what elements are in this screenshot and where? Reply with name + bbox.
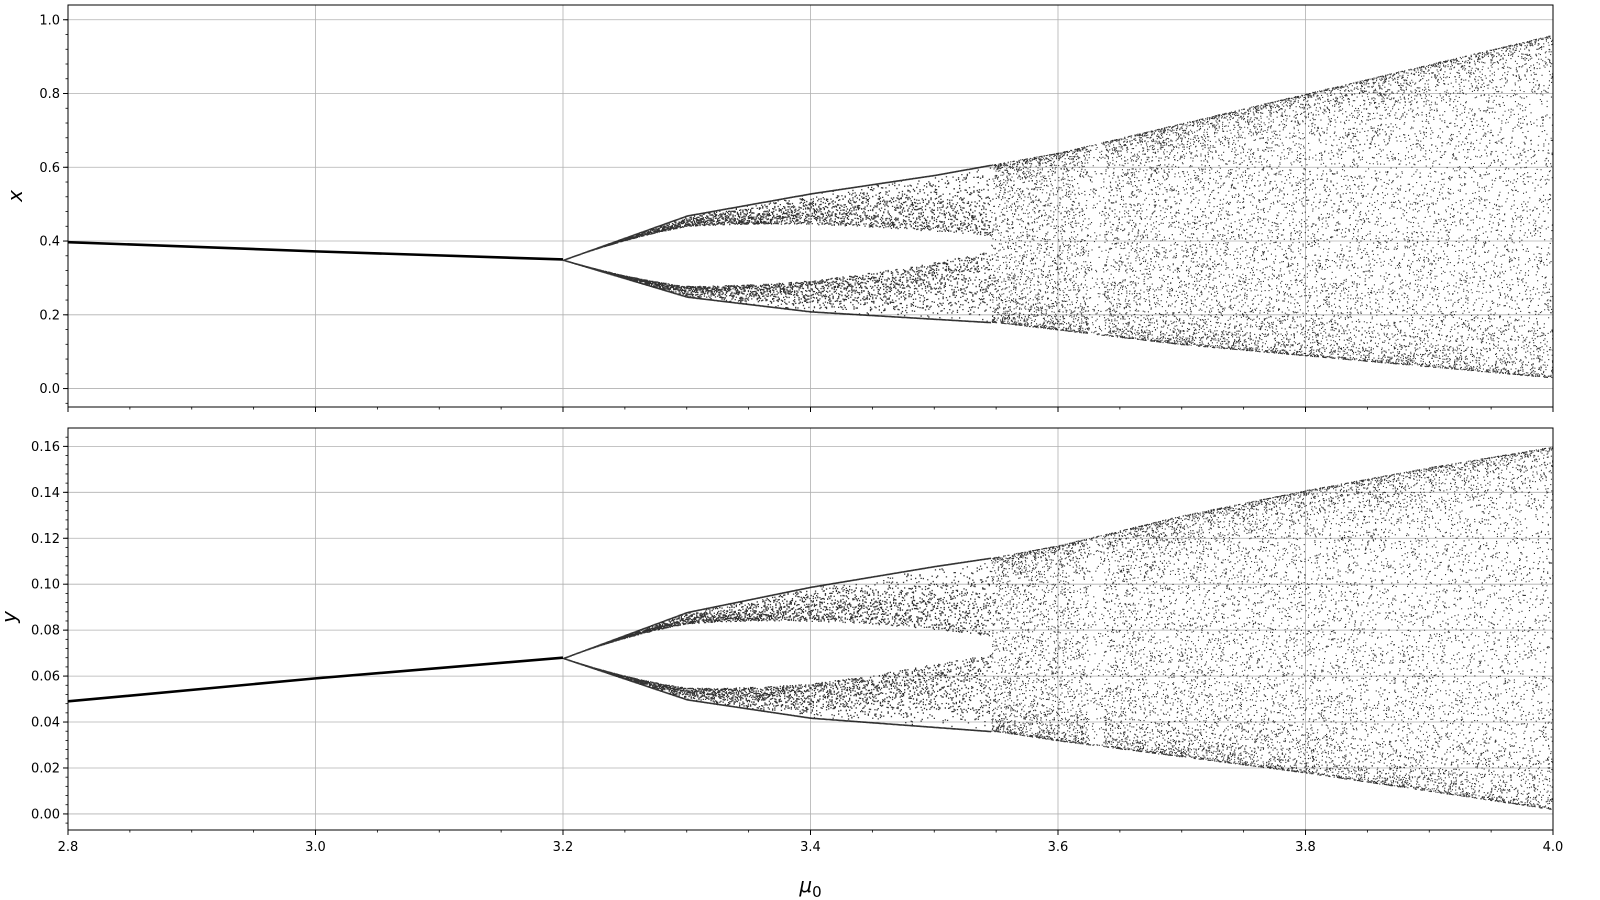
y-tick-label: 0.06	[31, 670, 60, 685]
y-axis-label-bottom: y	[0, 610, 21, 624]
y-tick-label: 0.16	[31, 440, 60, 455]
y-tick-label: 0.14	[31, 486, 60, 501]
grid-lines	[67, 5, 1554, 407]
x-tick-label: 3.0	[305, 840, 326, 855]
bifurcation-cloud	[563, 35, 1553, 379]
x-tick-label: 2.8	[58, 840, 79, 855]
y-tick-label: 0.02	[31, 761, 60, 776]
y-tick-label: 0.0	[39, 382, 60, 397]
x-tick-label: 3.2	[553, 840, 574, 855]
bottom-panel: 2.8 3.0 3.2 3.4 3.6 3.8 4.0 0.00 0.02 0.04 0.06 0.0…	[31, 427, 1564, 855]
y-tick-label: 0.2	[39, 308, 60, 323]
y-tick-label: 0.8	[39, 87, 60, 102]
scatter-points	[68, 35, 1553, 379]
stable-branch	[68, 656, 564, 703]
y-axis-label-top: x	[3, 190, 27, 203]
x-tick-label: 3.4	[800, 840, 821, 855]
bifurcation-cloud	[563, 446, 1553, 810]
y-tick-label: 1.0	[39, 13, 60, 28]
x-tick-label: 4.0	[1543, 840, 1564, 855]
y-tick-label: 0.04	[31, 716, 60, 731]
top-panel: 0.0 0.2 0.4 0.6 0.8 1.0	[39, 4, 1554, 412]
y-tick-label: 0.4	[39, 235, 60, 250]
stable-branch	[68, 240, 564, 261]
y-tick-label: 0.12	[31, 532, 60, 547]
scatter-points	[68, 446, 1553, 810]
y-tick-label: 0.08	[31, 624, 60, 639]
x-axis-label: μ0	[798, 873, 821, 900]
x-tick-label: 3.6	[1048, 840, 1069, 855]
x-tick-label: 3.8	[1295, 840, 1316, 855]
y-tick-label: 0.6	[39, 161, 60, 176]
grid-lines	[67, 428, 1554, 830]
y-tick-label: 0.10	[31, 578, 60, 593]
y-tick-label: 0.00	[31, 807, 60, 822]
